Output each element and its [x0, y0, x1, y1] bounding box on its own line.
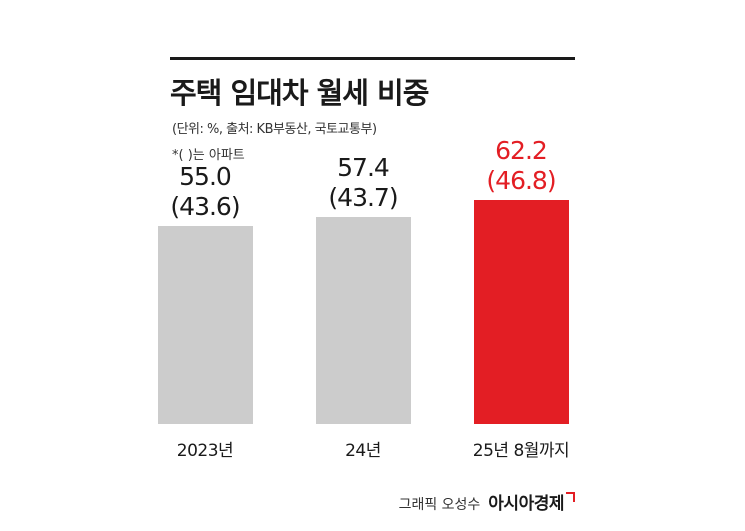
bar-3 [473, 200, 569, 424]
category-label-1: 2023년 [176, 441, 234, 461]
value-label-3: 62.2 (46.8) [461, 136, 581, 196]
category-label-3: 25년 8월까지 [472, 441, 570, 461]
chart-subtitle: (단위: %, 출처: KB부동산, 국토교통부) [172, 122, 377, 137]
brand-logo: 아시아경제 [488, 489, 575, 514]
top-rule [170, 57, 575, 60]
secondary-value-1: (43.6) [170, 191, 240, 221]
credit: 그래픽 오성수 아시아경제 [399, 489, 575, 514]
bar-1 [157, 225, 253, 424]
primary-value-3: 62.2 [495, 136, 548, 165]
primary-value-2: 57.4 [337, 153, 390, 183]
chart-note: *( )는 아파트 [172, 148, 245, 163]
brand-mark-icon [566, 492, 575, 502]
primary-value-1: 55.0 [179, 161, 232, 191]
secondary-value-3: (46.8) [486, 166, 556, 195]
chart-title: 주택 임대차 월세 비중 [170, 76, 429, 110]
bar-2 [315, 217, 411, 424]
brand-name: 아시아경제 [488, 494, 564, 514]
category-label-2: 24년 [345, 441, 381, 461]
value-label-1: 55.0 (43.6) [145, 162, 265, 222]
value-label-2: 57.4 (43.7) [303, 153, 423, 213]
secondary-value-2: (43.7) [328, 183, 398, 213]
credit-text: 그래픽 오성수 [398, 497, 481, 513]
